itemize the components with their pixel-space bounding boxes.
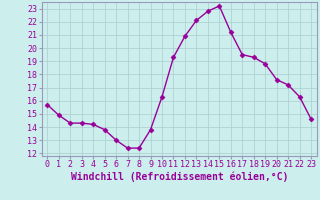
X-axis label: Windchill (Refroidissement éolien,°C): Windchill (Refroidissement éolien,°C): [70, 172, 288, 182]
